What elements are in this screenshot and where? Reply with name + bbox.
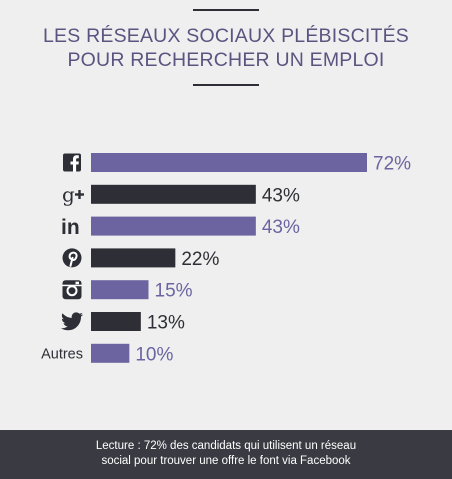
facebook-icon (63, 153, 81, 172)
instagram-icon (62, 280, 82, 300)
bar-2 (91, 216, 256, 236)
bar-5 (91, 312, 141, 331)
bar-value-label-3: 22% (181, 249, 219, 270)
title-rule-top (193, 9, 259, 11)
category-label-6: Autres (41, 346, 83, 362)
chart-title-line-2: POUR RECHERCHER UN EMPLOI (67, 49, 385, 71)
chart-title: LES RÉSEAUX SOCIAUX PLÉBISCITÉS POUR REC… (0, 24, 452, 72)
footer-line-2: social pour trouver une offre le font vi… (101, 455, 351, 467)
title-rule-bottom (193, 84, 259, 86)
pinterest-icon (62, 248, 82, 268)
footer-line-1: Lecture : 72% des candidats qui utilisen… (95, 440, 357, 452)
bar-value-label-0: 72% (373, 154, 411, 175)
chart-title-line-1: LES RÉSEAUX SOCIAUX PLÉBISCITÉS (43, 25, 409, 47)
bar-value-label-4: 15% (155, 281, 193, 302)
svg-text:in: in (61, 216, 80, 239)
bar-0 (91, 153, 367, 172)
bar-value-label-6: 10% (135, 344, 173, 365)
bar-3 (91, 248, 176, 268)
footer-caption: Lecture : 72% des candidats qui utilisen… (0, 430, 452, 479)
bar-4 (91, 280, 149, 300)
bar-6 (91, 343, 130, 363)
twitter-icon (60, 312, 84, 331)
svg-text:g: g (62, 182, 75, 206)
bar-chart: 72% 43% g 43% in 22% 15% 13% 10% Autres (41, 153, 411, 365)
bar-value-label-5: 13% (147, 313, 185, 334)
google-plus-icon: g (62, 182, 84, 206)
bar-value-label-2: 43% (262, 217, 300, 238)
bar-1 (91, 184, 256, 204)
bar-value-label-1: 43% (262, 185, 300, 206)
linkedin-icon: in (61, 216, 80, 239)
